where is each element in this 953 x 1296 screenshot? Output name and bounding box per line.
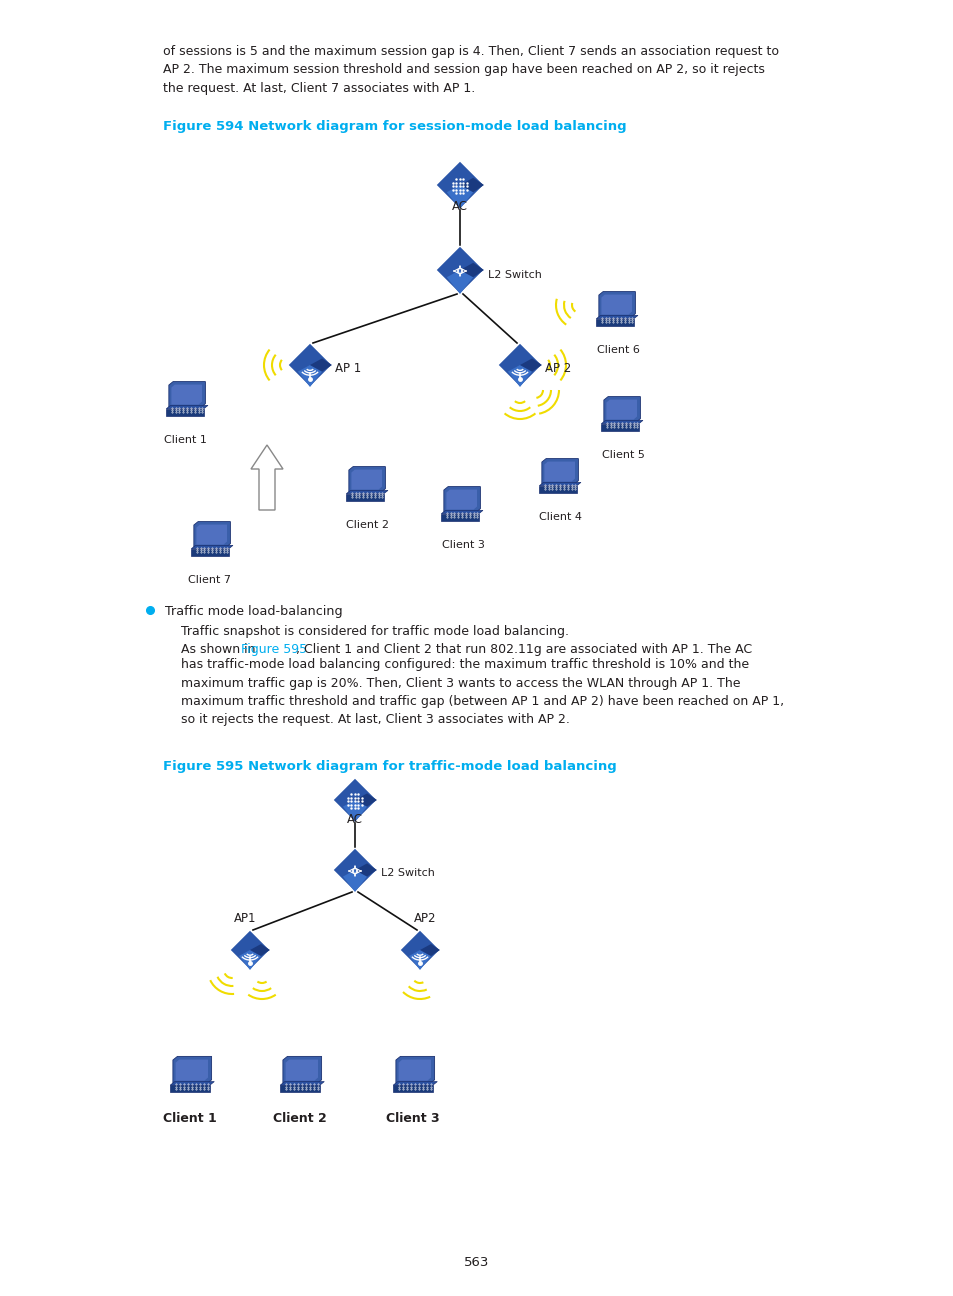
- Polygon shape: [192, 546, 233, 548]
- Text: Client 2: Client 2: [273, 1112, 327, 1125]
- Text: Client 4: Client 4: [539, 512, 582, 522]
- Text: AP 1: AP 1: [335, 362, 361, 375]
- Text: AP1: AP1: [233, 912, 256, 925]
- Polygon shape: [446, 270, 473, 294]
- FancyArrow shape: [251, 445, 283, 511]
- Polygon shape: [280, 1082, 324, 1085]
- Text: Client 2: Client 2: [346, 520, 389, 530]
- Text: Client 6: Client 6: [596, 345, 639, 355]
- Polygon shape: [172, 1056, 212, 1083]
- Polygon shape: [538, 486, 577, 492]
- Polygon shape: [436, 161, 483, 209]
- Polygon shape: [538, 482, 580, 486]
- Polygon shape: [280, 1085, 319, 1093]
- Polygon shape: [355, 793, 376, 806]
- Polygon shape: [544, 461, 575, 482]
- Polygon shape: [399, 931, 439, 969]
- Text: Traffic mode load-balancing: Traffic mode load-balancing: [165, 605, 342, 618]
- Polygon shape: [172, 385, 202, 404]
- Polygon shape: [196, 525, 227, 544]
- Polygon shape: [606, 399, 637, 420]
- Text: AC: AC: [452, 200, 468, 213]
- Text: L2 Switch: L2 Switch: [488, 270, 541, 280]
- Polygon shape: [333, 778, 376, 822]
- Polygon shape: [169, 381, 205, 407]
- Text: Figure 595 Network diagram for traffic-mode load balancing: Figure 595 Network diagram for traffic-m…: [163, 759, 616, 772]
- Polygon shape: [596, 319, 633, 325]
- Polygon shape: [443, 486, 480, 512]
- Text: Traffic snapshot is considered for traffic mode load balancing.: Traffic snapshot is considered for traff…: [181, 625, 568, 638]
- Polygon shape: [346, 494, 383, 500]
- Text: Figure 594 Network diagram for session-mode load balancing: Figure 594 Network diagram for session-m…: [163, 121, 626, 133]
- Polygon shape: [600, 294, 631, 315]
- Polygon shape: [409, 950, 431, 969]
- Polygon shape: [395, 1056, 435, 1083]
- Polygon shape: [349, 467, 385, 492]
- Polygon shape: [441, 511, 482, 513]
- Polygon shape: [351, 469, 381, 490]
- Polygon shape: [459, 263, 483, 277]
- Text: Client 7: Client 7: [189, 575, 232, 584]
- Polygon shape: [507, 365, 532, 388]
- Polygon shape: [355, 863, 376, 876]
- Text: AP2: AP2: [414, 912, 436, 925]
- Polygon shape: [342, 800, 367, 822]
- Text: Client 3: Client 3: [441, 540, 484, 550]
- Polygon shape: [596, 315, 638, 319]
- Text: has traffic-mode load balancing configured: the maximum traffic threshold is 10%: has traffic-mode load balancing configur…: [181, 658, 783, 727]
- Polygon shape: [342, 870, 367, 892]
- Polygon shape: [600, 420, 642, 424]
- Polygon shape: [288, 343, 332, 388]
- Polygon shape: [519, 359, 541, 372]
- Polygon shape: [230, 931, 270, 969]
- Polygon shape: [170, 1085, 210, 1093]
- Text: Client 5: Client 5: [601, 450, 644, 460]
- Polygon shape: [170, 1082, 214, 1085]
- Text: Figure 595: Figure 595: [241, 643, 307, 656]
- Polygon shape: [497, 343, 541, 388]
- Polygon shape: [393, 1082, 436, 1085]
- Polygon shape: [166, 408, 204, 416]
- Text: of sessions is 5 and the maximum session gap is 4. Then, Client 7 sends an assoc: of sessions is 5 and the maximum session…: [163, 45, 779, 95]
- Polygon shape: [441, 513, 478, 521]
- Polygon shape: [297, 365, 322, 388]
- Polygon shape: [175, 1060, 208, 1081]
- Text: L2 Switch: L2 Switch: [380, 868, 435, 877]
- Polygon shape: [541, 459, 578, 485]
- Text: AP 2: AP 2: [544, 362, 571, 375]
- Polygon shape: [600, 424, 638, 430]
- Polygon shape: [419, 943, 439, 956]
- Polygon shape: [598, 292, 635, 318]
- Text: Client 1: Client 1: [163, 435, 206, 445]
- Polygon shape: [603, 397, 639, 422]
- Polygon shape: [192, 548, 229, 556]
- Polygon shape: [283, 1056, 321, 1083]
- Text: , Client 1 and Client 2 that run 802.11g are associated with AP 1. The AC: , Client 1 and Client 2 that run 802.11g…: [295, 643, 751, 656]
- Text: AC: AC: [347, 813, 363, 826]
- Polygon shape: [446, 490, 476, 509]
- Polygon shape: [166, 406, 208, 408]
- Text: Client 1: Client 1: [163, 1112, 216, 1125]
- Polygon shape: [446, 185, 473, 209]
- Text: 563: 563: [464, 1257, 489, 1270]
- Polygon shape: [393, 1085, 433, 1093]
- Polygon shape: [333, 848, 376, 892]
- Polygon shape: [193, 521, 231, 547]
- Polygon shape: [250, 943, 270, 956]
- Text: As shown in: As shown in: [181, 643, 259, 656]
- Polygon shape: [285, 1060, 317, 1081]
- Polygon shape: [346, 490, 388, 494]
- Polygon shape: [436, 246, 483, 294]
- Text: Client 3: Client 3: [386, 1112, 439, 1125]
- Polygon shape: [310, 359, 332, 372]
- Polygon shape: [398, 1060, 431, 1081]
- Polygon shape: [239, 950, 261, 969]
- Polygon shape: [459, 178, 483, 192]
